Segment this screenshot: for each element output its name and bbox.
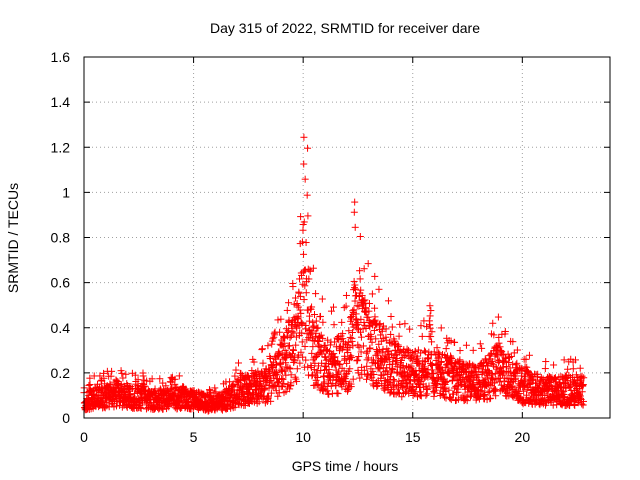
data-point — [177, 404, 185, 412]
y-tick-label: 0.4 — [51, 320, 71, 336]
y-tick-labels: 0 0.2 0.4 0.6 0.8 1 1.2 1.4 1.6 — [51, 49, 71, 426]
data-point — [85, 405, 93, 413]
data-point — [119, 374, 127, 382]
data-point — [108, 367, 116, 375]
data-point — [118, 369, 126, 377]
y-tick-label: 0.6 — [51, 275, 71, 291]
x-tick-label: 20 — [515, 429, 531, 445]
data-point — [100, 374, 108, 382]
y-tick-label: 0.2 — [51, 365, 71, 381]
data-point — [148, 375, 156, 383]
data-point — [134, 376, 142, 384]
data-point — [211, 384, 219, 392]
data-point — [212, 388, 220, 396]
y-tick-label: 1 — [62, 184, 70, 200]
data-points — [80, 133, 588, 415]
data-point — [86, 374, 94, 382]
y-tick-label: 1.4 — [51, 94, 71, 110]
data-point — [139, 372, 147, 380]
data-point — [171, 375, 179, 383]
data-point — [210, 389, 218, 397]
x-tick-label: 15 — [405, 429, 421, 445]
data-point — [131, 371, 139, 379]
data-point — [159, 405, 167, 413]
data-point — [175, 372, 183, 380]
data-point — [107, 372, 115, 380]
data-point — [137, 404, 145, 412]
x-axis-label: GPS time / hours — [292, 458, 399, 474]
chart-title: Day 315 of 2022, SRMTID for receiver dar… — [210, 20, 480, 36]
x-tick-label: 5 — [190, 429, 198, 445]
data-point — [163, 386, 171, 394]
data-point — [165, 403, 173, 411]
data-point — [157, 404, 165, 412]
x-tick-label: 10 — [295, 429, 311, 445]
data-point — [85, 381, 93, 389]
y-tick-label: 1.6 — [51, 49, 71, 65]
data-point — [193, 393, 201, 401]
data-point — [96, 372, 104, 380]
x-tick-label: 0 — [80, 429, 88, 445]
y-tick-label: 0 — [62, 410, 70, 426]
y-tick-label: 0.8 — [51, 230, 71, 246]
data-point — [146, 395, 154, 403]
y-tick-label: 1.2 — [51, 139, 71, 155]
data-point — [162, 382, 170, 390]
data-point — [156, 375, 164, 383]
data-point — [136, 404, 144, 412]
data-point — [122, 370, 130, 378]
data-point — [130, 390, 138, 398]
y-axis-label: SRMTID / TECUs — [5, 183, 21, 293]
